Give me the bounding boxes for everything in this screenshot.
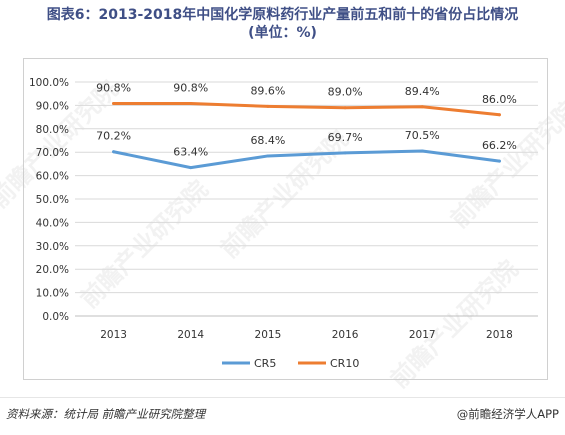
x-tick-label: 2014: [177, 329, 204, 341]
watermark: 前瞻产业研究院: [385, 255, 524, 394]
data-label-cr10: 89.6%: [250, 84, 285, 97]
y-tick-label: 70.0%: [36, 147, 69, 159]
data-label-cr10: 86.0%: [482, 93, 517, 106]
data-label-cr5: 69.7%: [328, 131, 363, 144]
data-point-cr10: [420, 105, 424, 109]
footer-divider: [0, 397, 565, 398]
data-label-cr10: 90.8%: [173, 82, 208, 95]
x-tick-label: 2015: [255, 329, 282, 341]
data-label-cr10: 89.4%: [405, 85, 440, 98]
y-tick-label: 10.0%: [36, 288, 69, 300]
x-tick-label: 2017: [409, 329, 436, 341]
data-point-cr5: [420, 149, 424, 153]
chart-title-line1: 图表6：2013-2018年中国化学原料药行业产量前五和前十的省份占比情况: [46, 7, 519, 23]
data-point-cr5: [112, 150, 116, 154]
chart-frame: [23, 58, 548, 380]
data-label-cr10: 90.8%: [96, 82, 131, 95]
series-line-cr10: [112, 102, 501, 117]
data-point-cr10: [266, 104, 270, 108]
data-point-cr10: [497, 113, 501, 117]
data-label-cr5: 63.4%: [173, 146, 208, 159]
watermark: 前瞻产业研究院: [0, 75, 124, 214]
data-point-cr10: [189, 102, 193, 106]
x-tick-label: 2013: [100, 329, 127, 341]
y-tick-label: 50.0%: [36, 194, 69, 206]
legend-label-cr10: CR10: [330, 357, 359, 370]
data-label-cr5: 66.2%: [482, 139, 517, 152]
legend-label-cr5: CR5: [254, 357, 276, 370]
data-point-cr5: [497, 159, 501, 163]
data-label-cr5: 68.4%: [250, 134, 285, 147]
data-point-cr5: [189, 166, 193, 170]
y-tick-label: 20.0%: [36, 264, 69, 276]
chart-title: 图表6：2013-2018年中国化学原料药行业产量前五和前十的省份占比情况 (单…: [0, 6, 565, 42]
y-tick-label: 90.0%: [36, 100, 69, 112]
data-point-cr5: [266, 154, 270, 158]
series-line-cr5: [112, 149, 501, 170]
x-tick-label: 2018: [486, 329, 513, 341]
source-note: 资料来源：统计局 前瞻产业研究院整理: [6, 407, 206, 421]
watermark: 前瞻产业研究院: [445, 95, 565, 234]
data-label-cr5: 70.5%: [405, 129, 440, 142]
chart-title-line2: (单位：%): [248, 25, 317, 41]
line-chart: 前瞻产业研究院 前瞻产业研究院 前瞻产业研究院前瞻产业研究院前瞻产业研究院0.0%1…: [0, 75, 565, 394]
data-point-cr10: [112, 102, 116, 106]
y-tick-label: 80.0%: [36, 124, 69, 136]
brand-label: @前瞻经济学人APP: [456, 407, 559, 421]
y-tick-label: 0.0%: [42, 311, 69, 323]
y-tick-label: 60.0%: [36, 171, 69, 183]
data-point-cr10: [343, 106, 347, 110]
y-tick-label: 30.0%: [36, 241, 69, 253]
y-tick-label: 100.0%: [29, 77, 69, 89]
data-point-cr5: [343, 151, 347, 155]
y-tick-label: 40.0%: [36, 217, 69, 229]
data-label-cr5: 70.2%: [96, 130, 131, 143]
x-tick-label: 2016: [332, 329, 359, 341]
data-label-cr10: 89.0%: [328, 86, 363, 99]
